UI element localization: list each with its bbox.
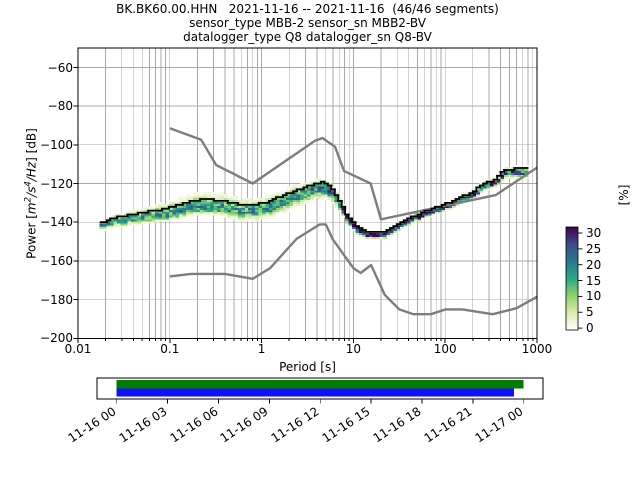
colorbar-tick-label: 5	[586, 305, 594, 320]
axes-spines	[73, 47, 538, 343]
x-tick-label: 0.01	[64, 342, 92, 356]
grid-lines	[77, 48, 538, 339]
colorbar-gradient	[565, 226, 579, 331]
y-tick-label: −100	[40, 138, 73, 152]
y-tick-label: −80	[47, 99, 73, 113]
colorbar-unit-label: [%]	[617, 184, 631, 206]
y-tick-label: −120	[40, 177, 73, 191]
y-axis-unit-m: m	[24, 202, 39, 215]
timeline-segments-bar	[116, 388, 514, 397]
y-tick-label: −200	[40, 331, 73, 345]
colorbar-tick-label: 25	[586, 241, 602, 256]
colorbar-tick-label: 20	[586, 257, 602, 272]
x-tick-label: 1000	[521, 342, 553, 356]
datalogger-subtitle: datalogger_type Q8 datalogger_sn Q8-BV	[183, 30, 432, 44]
nhnm-high-noise-model-line	[169, 127, 537, 221]
y-tick-label: −180	[40, 293, 73, 307]
nlnm-low-noise-model-line	[169, 223, 537, 316]
colorbar-tick-label: 10	[586, 289, 602, 304]
colorbar-tick-label: 0	[586, 321, 594, 335]
x-tick-label: 10	[345, 342, 362, 356]
colorbar-tick-label: 30	[586, 226, 602, 240]
timeline-coverage-bar	[116, 380, 524, 389]
x-tick-label: 0.1	[160, 342, 180, 356]
x-tick-label: 1	[257, 342, 266, 356]
x-tick-label: 100	[433, 342, 457, 356]
y-tick-label: −160	[40, 254, 73, 268]
y-tick-label: −140	[40, 215, 73, 229]
ppsd-mean-line	[99, 167, 529, 233]
sensor-subtitle: sensor_type MBB-2 sensor_sn MBB2-BV	[189, 16, 426, 30]
timeline-ticks	[116, 399, 525, 404]
figure-title: BK.BK60.00.HHN 2021-11-16 -- 2021-11-16 …	[116, 2, 499, 16]
colorbar-ticks	[578, 232, 583, 329]
y-axis-unit-m-exp: 2	[23, 196, 34, 203]
y-tick-label: −60	[47, 61, 73, 75]
colorbar-tick-label: 15	[586, 273, 602, 288]
x-axis-label: Period [s]	[279, 360, 336, 374]
